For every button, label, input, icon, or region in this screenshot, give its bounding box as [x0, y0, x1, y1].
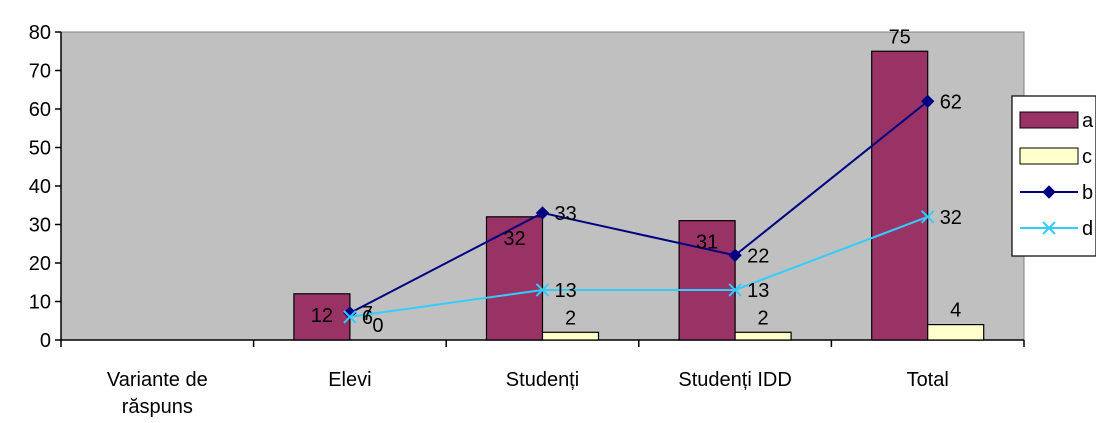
data-label-c: 2	[758, 307, 769, 329]
bar-c	[927, 324, 985, 341]
marker-stroke	[728, 283, 742, 297]
y-tick-label: 0	[40, 330, 51, 352]
legend-label: c	[1082, 146, 1092, 168]
marker-stroke	[535, 283, 550, 297]
point-d	[343, 310, 357, 324]
legend-marker	[1042, 185, 1056, 199]
line-b	[349, 100, 929, 314]
data-label-d: 32	[940, 207, 962, 229]
bar-a	[293, 293, 351, 341]
data-label-a: 12	[311, 305, 333, 327]
legend-item-a: a	[1019, 110, 1094, 132]
legend-swatch	[1019, 111, 1079, 129]
x-tick-label-line: Variante de	[107, 369, 208, 391]
data-label-c: 4	[950, 300, 961, 322]
legend-marker	[1042, 221, 1056, 235]
data-label-b: 22	[747, 245, 769, 267]
y-tick-label: 60	[29, 99, 51, 121]
data-label-d: 13	[555, 280, 577, 302]
x-tick-label-line: Elevi	[328, 369, 371, 391]
data-label-c: 0	[372, 315, 383, 337]
bar-c	[541, 331, 600, 341]
y-tick-label: 40	[29, 176, 51, 198]
data-label-c: 2	[565, 307, 576, 329]
legend-label: d	[1082, 218, 1093, 240]
data-label-b: 33	[555, 203, 577, 225]
legend-label: b	[1082, 182, 1093, 204]
marker-stroke	[343, 310, 357, 324]
legend-swatch	[1019, 147, 1079, 165]
legend-item-b: b	[1020, 182, 1093, 204]
point-d	[535, 283, 550, 297]
point-d	[728, 283, 742, 297]
legend-item-c: c	[1019, 146, 1092, 168]
y-tick-label: 30	[29, 215, 51, 237]
data-label-b: 7	[362, 303, 373, 325]
point-d	[920, 210, 935, 224]
lines	[343, 94, 935, 324]
y-tick-label: 50	[29, 138, 51, 160]
legend-label: a	[1082, 110, 1094, 132]
bar-a	[678, 220, 736, 341]
line-d	[349, 215, 929, 318]
data-label-a: 75	[889, 26, 911, 48]
y-tick-label: 80	[29, 22, 51, 44]
y-tick-label: 10	[29, 292, 51, 314]
point-b	[728, 248, 742, 263]
marker-stroke	[920, 210, 935, 224]
point-b	[920, 94, 935, 109]
data-label-d: 6	[362, 307, 373, 329]
x-tick-label: Total	[907, 369, 949, 391]
data-label-a: 31	[696, 232, 718, 254]
bar-a	[871, 50, 929, 341]
x-tick-label-line: Studenți	[506, 369, 579, 391]
x-tick-label: Elevi	[328, 369, 371, 391]
legend-item-d: d	[1020, 218, 1093, 240]
x-tick-label-line: Studenți IDD	[678, 369, 791, 391]
y-tick-label: 20	[29, 253, 51, 275]
x-tick-label: Studenți IDD	[678, 369, 791, 391]
y-tick-label: 70	[29, 61, 51, 83]
x-tick-label-line: Total	[907, 369, 949, 391]
data-label-b: 62	[940, 91, 962, 113]
x-tick-label: Studenți	[506, 369, 579, 391]
x-tick-label-line: răspuns	[122, 396, 193, 418]
bar-c	[734, 331, 792, 341]
point-b	[535, 206, 550, 220]
x-tick-label: Variante de răspuns	[107, 369, 208, 418]
data-label-a: 32	[503, 228, 525, 250]
data-label-d: 13	[747, 280, 769, 302]
